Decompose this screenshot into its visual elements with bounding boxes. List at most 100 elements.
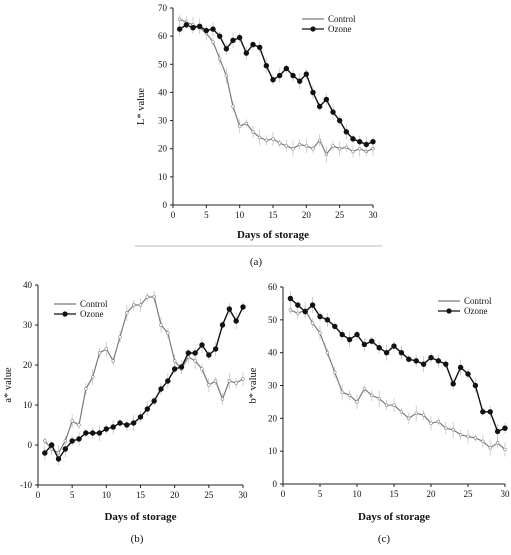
- panel-c-chart: 0 5 10 15 20 25 30 0 10 20 30 40 50 60 Days of storage…: [248, 282, 510, 523]
- panel-a-series-control-point: [231, 104, 235, 109]
- panel-c-series-ozone-point: [428, 354, 434, 361]
- panel-b-series-ozone-point: [158, 386, 164, 392]
- panel-b-series-ozone-point: [219, 322, 226, 328]
- panel-b-legend-ozone-label: Ozone: [80, 309, 104, 319]
- panel-c-series-ozone-point: [450, 381, 456, 387]
- panel-a-series-ozone-point: [190, 25, 196, 31]
- panel-c-series-ozone-point: [317, 313, 323, 320]
- panel-c-y-tick-label: 60: [268, 282, 278, 292]
- panel-b-series-ozone-point: [48, 442, 55, 448]
- panel-a-series-control-point: [317, 138, 322, 142]
- panel-b-legend-ozone: Ozone: [54, 309, 104, 319]
- panel-c-series-control-point: [362, 387, 367, 391]
- panel-b-series-control-point: [213, 379, 218, 383]
- panel-a-series-control-point: [264, 138, 269, 142]
- panel-c-series-ozone-point: [465, 371, 471, 377]
- panel-c-series-ozone-point: [376, 345, 382, 351]
- panel-a-series-ozone: [176, 18, 376, 153]
- panel-a-series-control-point: [304, 144, 309, 148]
- panel-a-y-tick-label: 30: [158, 116, 168, 126]
- panel-a-series-control-point: [357, 147, 362, 151]
- panel-a-y-axis-label: L* value: [136, 88, 147, 125]
- panel-b-series-control-point: [84, 387, 88, 391]
- panel-a-series-control-point: [177, 17, 182, 21]
- panel-a-chart: 0 5 10 15 20 25 30 0 10 20 30 40 50 60 70 Days of stora…: [136, 3, 378, 241]
- panel-a-series-control: [177, 15, 375, 163]
- panel-b-series-ozone-point: [69, 438, 75, 444]
- panel-b-series-control-point: [125, 311, 129, 315]
- panel-a-series-ozone-point: [196, 23, 203, 29]
- panel-a-series-control-point: [291, 147, 295, 151]
- panel-c-series-control-point: [296, 311, 300, 315]
- panel-b-chart: 0 5 10 15 20 25 30 -10 0 10 20 30 40 Days of storage a…: [3, 280, 248, 523]
- panel-c-series-ozone-point: [457, 364, 464, 371]
- panel-c-series-ozone-point: [413, 358, 419, 364]
- panel-label-b: (b): [131, 533, 144, 545]
- panel-a-y-tick-label: 50: [158, 59, 168, 69]
- panel-c-series-ozone-point: [309, 302, 316, 308]
- panel-a-series-ozone-point: [303, 71, 310, 77]
- panel-b-series-control-point: [70, 419, 74, 423]
- panel-a-series-ozone-point: [203, 27, 210, 34]
- panel-c-y-tick-label: 0: [273, 479, 278, 489]
- panel-b-series-control-point: [43, 439, 47, 443]
- panel-b-x-tick-label: 5: [70, 490, 75, 500]
- panel-c-series-ozone: [287, 291, 508, 440]
- panel-b-series-control-point: [200, 367, 204, 371]
- panel-a-series-ozone-point: [176, 26, 183, 32]
- panel-c-x-tick-label: 15: [390, 489, 400, 499]
- panel-a-series-control-point: [271, 137, 275, 141]
- panel-b-series-ozone-point: [192, 350, 198, 356]
- panel-a-series-ozone-point: [236, 34, 243, 41]
- panel-c-series-control-point: [414, 411, 418, 416]
- panel-a-series-control-point: [277, 141, 282, 145]
- panel-b-series-ozone-point: [199, 342, 205, 348]
- panel-b-x-tick-label: 15: [136, 490, 146, 500]
- panel-a-y-tick-label: 20: [158, 144, 168, 154]
- panel-a-series-ozone-point: [290, 72, 296, 79]
- panel-c-series-control-line: [290, 309, 506, 450]
- panel-b-series-control-point: [193, 359, 197, 363]
- panel-c-series-control-point: [399, 410, 404, 414]
- panel-b-legend-control-label: Control: [80, 299, 108, 309]
- panel-b-series-control-point: [241, 377, 245, 381]
- panel-b-series-control-point: [172, 359, 177, 363]
- panel-c-series-ozone-line: [289, 297, 506, 433]
- panel-a-series-ozone-point: [223, 46, 230, 52]
- panel-a-series-ozone-point: [210, 26, 216, 32]
- panel-a-series-ozone-point: [230, 37, 236, 44]
- panel-c-series-control-point: [488, 446, 492, 450]
- panel-a-series-ozone-point: [216, 33, 223, 39]
- panel-b-x-tick-label: 0: [36, 490, 41, 500]
- panel-b-series-ozone: [42, 302, 246, 465]
- panel-b-series-ozone-point: [117, 420, 123, 426]
- panel-a-series-control-point: [224, 73, 229, 78]
- panel-c-series-ozone-point: [391, 343, 397, 349]
- panel-a-series-ozone-point: [296, 78, 303, 84]
- panel-a-series-control-point: [217, 56, 222, 61]
- panel-b-x-tick-label: 20: [170, 490, 180, 500]
- panel-c-y-tick-label: 40: [268, 348, 278, 358]
- panel-b-y-tick-label: 30: [23, 320, 33, 330]
- panel-a-y-tick-label: 10: [158, 172, 168, 182]
- panel-c-series-ozone-point: [502, 425, 508, 431]
- panel-c-series-control-point: [355, 400, 359, 404]
- panel-b-series-ozone-point: [130, 420, 137, 426]
- panel-c-y-tick-label: 50: [268, 315, 278, 325]
- panel-b-series-control-point: [207, 383, 211, 387]
- panel-b-series-ozone-point: [206, 352, 212, 358]
- panel-b-y-tick-label: -10: [20, 480, 32, 490]
- panel-b-series-ozone-point: [110, 424, 116, 430]
- panel-c-series-control-point: [495, 441, 500, 445]
- panel-c-series-control-point: [473, 436, 478, 440]
- panel-c-series-ozone-point: [361, 341, 368, 348]
- panel-b-series-control-point: [90, 375, 95, 379]
- panel-a-series-ozone-point: [330, 109, 336, 115]
- panel-c-x-tick-label: 0: [281, 489, 286, 499]
- panel-b-x-tick-label: 10: [102, 490, 112, 500]
- panel-b-series-ozone-point: [171, 366, 178, 372]
- panel-c-x-tick-label: 20: [427, 489, 437, 499]
- panel-b-series-ozone-point: [55, 456, 62, 462]
- panel-c-legend-ozone-label: Ozone: [464, 306, 488, 316]
